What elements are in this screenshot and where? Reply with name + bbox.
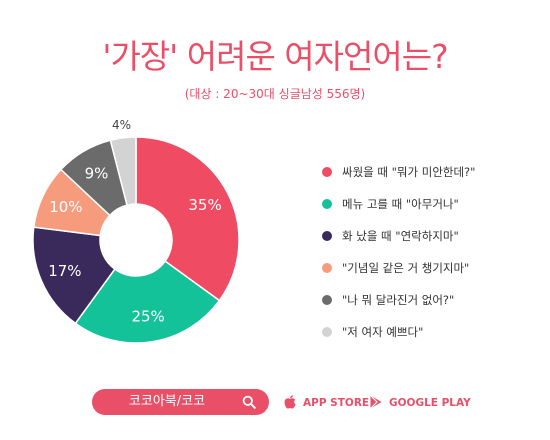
legend-label-3: "기념일 같은 거 챙기지마" (342, 261, 470, 275)
legend-swatch-5 (322, 327, 332, 337)
slice-value-label-3: 10% (49, 198, 82, 216)
apple-icon (284, 395, 296, 409)
donut-slice-0 (135, 136, 240, 302)
donut-slice-5 (109, 136, 137, 207)
legend-label-2: 화 났을 때 "연락하지마" (342, 229, 459, 243)
search-box[interactable]: 코코아북/코코 (92, 389, 269, 415)
chart-subtitle: (대상 : 20~30대 싱글남성 556명) (184, 87, 366, 101)
slice-value-label-2: 17% (48, 262, 81, 280)
legend-label-4: "나 뭐 달라진거 없어?" (342, 293, 455, 307)
chart-title: '가장' 어려운 여자언어는? (102, 37, 448, 76)
app-store-label: APP STORE (303, 397, 370, 409)
legend-swatch-2 (322, 231, 332, 241)
slice-value-label-5: 4% (112, 118, 131, 132)
legend-label-5: "저 여자 예쁘다" (342, 325, 424, 339)
legend-swatch-4 (322, 295, 332, 305)
search-text: 코코아북/코코 (128, 394, 206, 409)
slice-value-label-4: 9% (85, 164, 109, 182)
donut-slice-2 (32, 226, 116, 325)
legend-swatch-0 (322, 167, 332, 177)
legend-label-0: 싸웠을 때 "뭐가 미안한데?" (342, 165, 476, 179)
slice-value-label-0: 35% (188, 196, 221, 214)
google-play-label: GOOGLE PLAY (389, 397, 471, 409)
google-play-icon (370, 395, 382, 409)
legend-label-1: 메뉴 고를 때 "아무거나" (342, 197, 459, 211)
legend-swatch-1 (322, 199, 332, 209)
search-icon (242, 395, 256, 409)
slice-value-label-1: 25% (131, 308, 164, 326)
donut-slice-1 (74, 260, 221, 344)
legend-swatch-3 (322, 263, 332, 273)
